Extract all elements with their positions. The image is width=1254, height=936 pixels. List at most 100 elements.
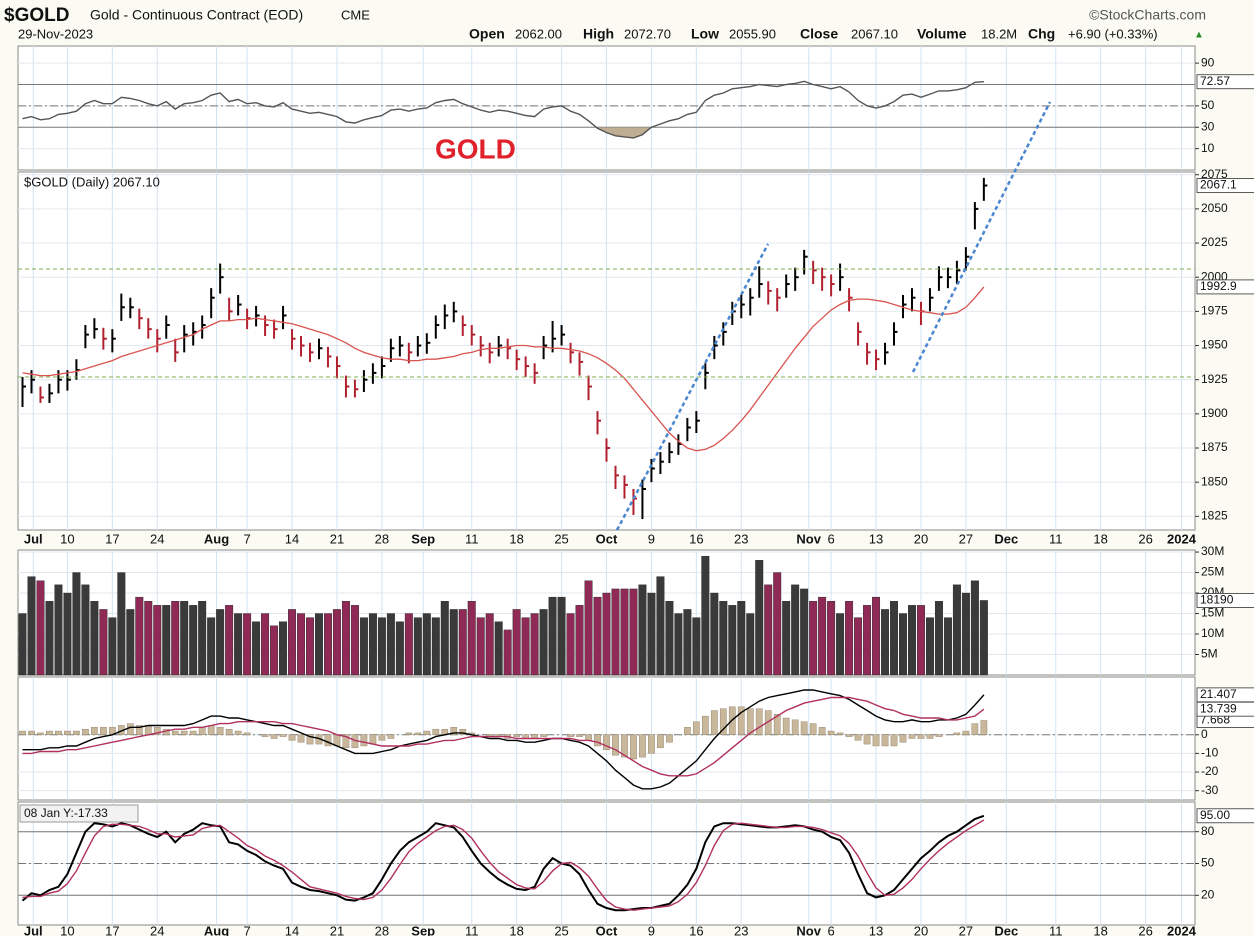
oversold-fill xyxy=(596,127,652,138)
histogram-bar xyxy=(333,734,341,747)
indicator-line xyxy=(22,819,985,911)
histogram-bar xyxy=(144,725,152,735)
histogram-bar xyxy=(37,732,44,735)
volume-bar xyxy=(701,555,710,676)
x-tick-label: Sep xyxy=(411,923,435,936)
histogram-bar xyxy=(225,728,233,735)
histogram-bar xyxy=(863,734,871,745)
volume-bar xyxy=(135,596,144,676)
legend: $GOLD (Daily) 2067.10 xyxy=(24,174,160,189)
volume-bar xyxy=(368,613,377,676)
trend-line xyxy=(615,243,770,531)
moving-average xyxy=(22,286,985,452)
volume-bar xyxy=(288,609,297,676)
volume-bar xyxy=(782,601,791,676)
y-tick-label: 10 xyxy=(1201,141,1215,155)
volume-bar xyxy=(818,596,827,676)
x-tick-label: 26 xyxy=(1138,531,1152,546)
histogram-bar xyxy=(55,730,62,735)
x-tick-label: 21 xyxy=(330,531,344,546)
histogram-bar xyxy=(701,715,709,735)
volume-bar xyxy=(171,601,180,676)
x-tick-label: Aug xyxy=(204,923,229,936)
volume-bar xyxy=(270,625,279,676)
volume-bar xyxy=(881,609,890,676)
volume-bar xyxy=(638,584,647,676)
symbol: $GOLD xyxy=(4,5,69,26)
volume-bar xyxy=(530,613,539,676)
x-tick-label: 13 xyxy=(869,923,883,936)
histogram-bar xyxy=(594,734,601,747)
volume-bar xyxy=(126,609,135,676)
histogram-bar xyxy=(432,728,440,735)
volume-bar xyxy=(153,605,162,676)
x-tick-label: Dec xyxy=(994,531,1018,546)
trend-line xyxy=(911,101,1052,373)
volume-bar xyxy=(36,580,45,676)
y-tick-label: 50 xyxy=(1201,98,1215,112)
y-tick-label: 80 xyxy=(1201,824,1215,838)
histogram-bar xyxy=(135,725,143,735)
histogram-bar xyxy=(459,728,467,735)
y-tick-label: 15M xyxy=(1201,606,1224,620)
volume-bar xyxy=(467,601,476,676)
x-tick-label: 11 xyxy=(465,923,479,936)
y-tick-label: 1950 xyxy=(1201,338,1228,352)
open-value: 2062.00 xyxy=(515,26,562,41)
indicator-line xyxy=(22,80,984,139)
volume-bar xyxy=(216,609,225,676)
volume-bar xyxy=(566,613,575,676)
x-tick-label: 23 xyxy=(734,531,748,546)
volume-bar xyxy=(674,613,683,676)
histogram-bar xyxy=(935,734,943,737)
x-tick-label: 25 xyxy=(554,923,568,936)
volume-bar xyxy=(710,592,719,676)
value-badge xyxy=(1196,279,1254,295)
x-tick-label: Jul xyxy=(24,923,43,936)
close-value: 2067.10 xyxy=(851,26,898,41)
volume-bar xyxy=(845,601,854,676)
histogram-bar xyxy=(800,721,808,735)
chg-arrow: ▲ xyxy=(1194,30,1204,41)
histogram-bar xyxy=(387,734,395,739)
histogram-bar xyxy=(612,734,619,756)
volume-bar xyxy=(198,601,207,676)
histogram-bar xyxy=(854,734,862,741)
volume-bar xyxy=(45,601,54,676)
histogram-bar xyxy=(719,708,727,735)
volume-bar xyxy=(377,617,386,676)
x-tick-label: 7 xyxy=(243,923,250,936)
histogram-bar xyxy=(91,727,98,735)
volume-bar xyxy=(611,588,620,676)
volume-bar xyxy=(575,605,584,676)
x-tick-label: Nov xyxy=(796,531,821,546)
instrument-name: Gold - Continuous Contract (EOD) xyxy=(90,7,303,23)
volume-bar xyxy=(620,588,629,676)
value-badge-label: 95.00 xyxy=(1200,808,1230,822)
x-tick-label: Nov xyxy=(796,923,821,936)
x-tick-label: 6 xyxy=(828,531,835,546)
volume-bar xyxy=(539,609,548,676)
value-badge xyxy=(1196,701,1254,717)
histogram-bar xyxy=(899,734,907,743)
x-tick-label: Oct xyxy=(596,531,618,546)
volume-bar xyxy=(440,601,449,676)
y-tick-label: 0 xyxy=(1201,727,1208,741)
volume-bar xyxy=(494,621,503,676)
histogram-bar xyxy=(818,727,826,735)
annotations xyxy=(18,101,1195,531)
high-label: High xyxy=(583,26,614,42)
volume-bar xyxy=(279,621,288,676)
volume-bar xyxy=(485,613,494,676)
histogram-bar xyxy=(297,734,305,743)
volume-bar xyxy=(27,576,36,676)
x-tick-label: 18 xyxy=(509,923,523,936)
x-tick-label: 9 xyxy=(648,923,655,936)
volume-bar xyxy=(683,609,692,676)
histogram-bar xyxy=(100,727,107,735)
y-tick-label: 5M xyxy=(1201,647,1218,661)
histogram-bar xyxy=(450,727,458,735)
volume-bar xyxy=(809,601,818,676)
volume-bar xyxy=(773,572,782,676)
